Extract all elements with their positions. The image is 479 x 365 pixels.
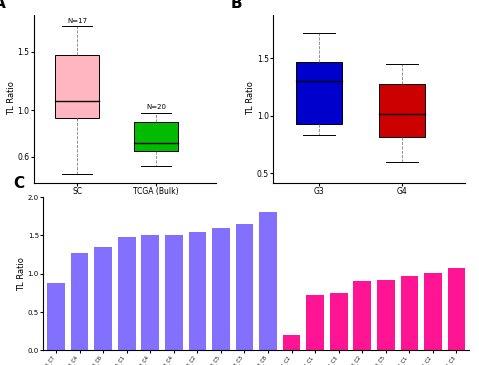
Bar [47,283,65,350]
Bar [306,295,324,350]
Bar [379,84,425,137]
Bar [55,55,99,118]
Bar [400,276,418,350]
Bar [141,235,159,350]
Bar [236,224,253,350]
Bar [424,273,442,350]
Text: N=17: N=17 [67,18,87,24]
Bar [259,212,277,350]
Y-axis label: TL Ratio: TL Ratio [246,82,255,115]
Bar [165,235,182,350]
Bar [283,335,300,350]
Bar [71,253,89,350]
Bar [212,228,230,350]
Bar [377,280,395,350]
Bar [189,232,206,350]
Bar [135,122,178,151]
Bar [354,281,371,350]
Text: A: A [0,0,5,11]
Bar [330,293,348,350]
Bar [94,247,112,350]
Bar [296,62,342,124]
Y-axis label: TL Ratio: TL Ratio [17,257,26,291]
Y-axis label: TL Ratio: TL Ratio [7,82,16,115]
Text: C: C [13,176,24,191]
Text: N=20: N=20 [146,104,166,110]
Text: B: B [231,0,242,11]
Bar [118,237,136,350]
Bar [448,268,465,350]
